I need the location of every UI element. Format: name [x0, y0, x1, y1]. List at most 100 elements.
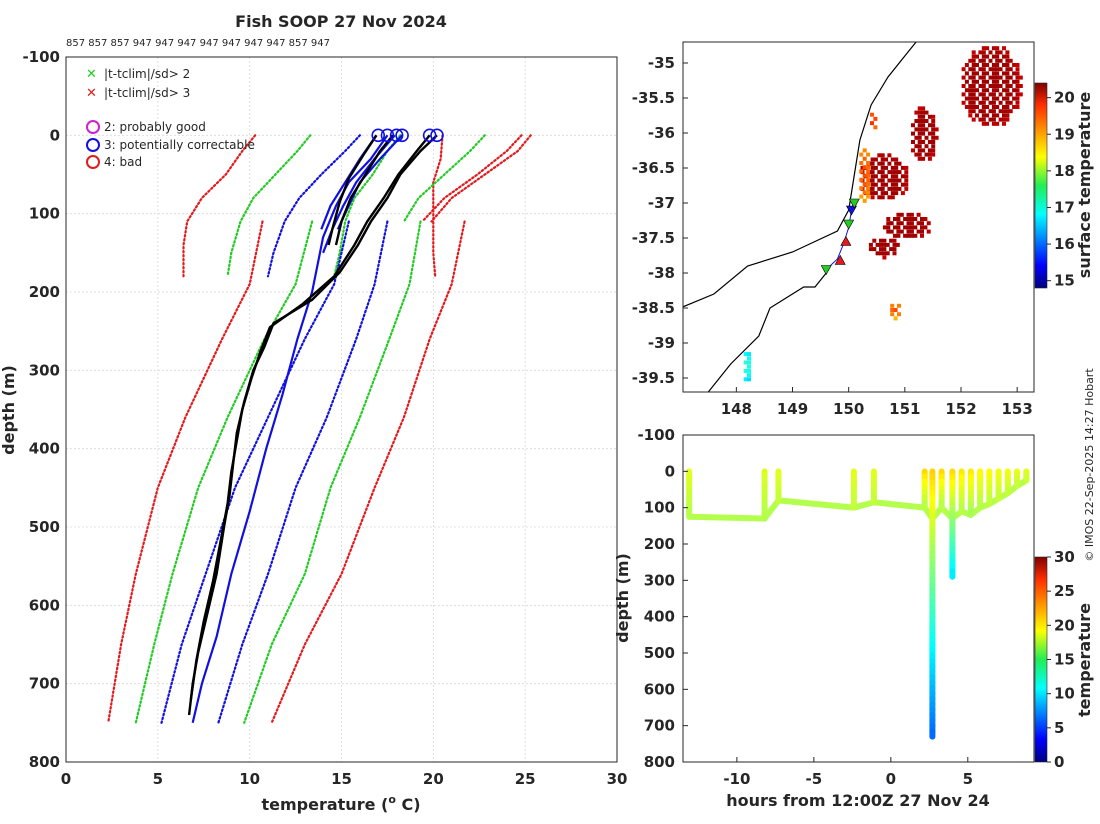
sst-cell	[971, 92, 976, 97]
sst-cell	[981, 63, 986, 67]
sst-cell	[890, 174, 895, 179]
sst-cell	[1015, 71, 1020, 76]
section-x-tick-label: -10	[723, 770, 750, 788]
sst-cell	[894, 178, 899, 183]
climatology-line-clim-deep-2sd-high	[243, 220, 422, 724]
sst-cell	[896, 212, 901, 217]
sst-cell	[1002, 88, 1006, 93]
section-bottom-trace	[870, 499, 928, 511]
profile-lines	[107, 128, 532, 724]
sst-cell	[981, 88, 986, 93]
map-ticks: 148 149 150 151 152 153 -35 -35.5 -36 -36.5 -37 -37…	[632, 54, 1033, 418]
sst-cell	[995, 121, 1000, 126]
sst-cell	[971, 88, 976, 93]
sst-cell	[998, 100, 1003, 105]
sst-cell	[1015, 79, 1020, 84]
sst-colorbar-ticks: 15 16 17 18 19 20	[1047, 89, 1075, 290]
black-profile-line	[327, 134, 378, 246]
sst-cell	[1008, 100, 1013, 105]
sst-cell	[890, 165, 895, 170]
sst-colorbar-tick-label: 16	[1054, 235, 1075, 253]
sst-cell	[884, 157, 889, 162]
sst-cell	[904, 165, 909, 170]
sst-cell	[1008, 58, 1013, 63]
sst-cell	[877, 195, 882, 200]
sst-cell	[900, 191, 905, 196]
sst-cell	[981, 50, 986, 55]
sst-cell	[1002, 121, 1006, 126]
profile-ticks: 0 5 10 15 20 25 30 -100 0 100 200 300 400 500 600 700 80…	[22, 48, 627, 788]
sst-cell	[866, 182, 871, 186]
profile-y-tick-label: 700	[29, 675, 60, 693]
sst-cell	[866, 190, 871, 195]
sst-cell	[988, 109, 993, 114]
sst-cell	[1008, 75, 1013, 80]
sst-cell	[862, 156, 867, 161]
sst-cell	[895, 242, 900, 247]
sst-cell	[995, 58, 1000, 63]
sst-cell	[931, 123, 936, 128]
sst-cells	[743, 46, 1023, 382]
sst-cell	[961, 84, 966, 88]
map-lines	[683, 42, 917, 392]
sst-cell	[1008, 67, 1013, 72]
sst-cell	[981, 71, 986, 76]
sst-colorbar-tick-label: 20	[1054, 89, 1075, 107]
sst-cell	[921, 114, 926, 119]
sst-cell	[884, 165, 889, 170]
sst-cell	[890, 170, 895, 175]
sst-cell	[1005, 71, 1010, 76]
sst-cell	[1015, 100, 1020, 105]
sst-cell	[899, 221, 904, 226]
sst-cell	[931, 144, 936, 149]
sst-cell	[892, 247, 897, 252]
sst-cell	[873, 116, 878, 121]
sst-cell	[916, 221, 921, 226]
sst-cell	[747, 360, 751, 365]
sst-cell	[998, 58, 1003, 63]
sst-cell	[873, 191, 878, 196]
sst-cell	[1002, 113, 1006, 118]
sst-cell	[1002, 117, 1006, 122]
sst-cell	[892, 251, 897, 256]
sst-cell	[968, 84, 973, 88]
sst-cell	[909, 233, 914, 238]
sst-cell	[985, 113, 990, 118]
sst-cell	[961, 75, 966, 80]
sst-cell	[1005, 75, 1010, 80]
sst-cell	[934, 135, 939, 140]
sst-cell	[926, 221, 931, 226]
sst-cell	[892, 242, 897, 247]
climatology-line-clim-surface-red-a	[430, 134, 532, 223]
sst-cell	[890, 178, 895, 183]
sst-cell	[1002, 63, 1006, 67]
sst-cell	[968, 113, 973, 118]
sst-cell	[968, 75, 973, 80]
sst-cell	[981, 92, 986, 97]
sst-cell	[911, 131, 915, 136]
sst-cell	[920, 229, 924, 234]
sst-cell	[906, 229, 911, 234]
sst-cell	[897, 170, 902, 175]
sst-cell	[998, 50, 1003, 55]
sst-cell	[971, 84, 976, 88]
sst-cell	[862, 198, 867, 203]
temp-colorbar-tick-label: 30	[1054, 548, 1075, 566]
sst-cell	[862, 173, 867, 178]
temp-colorbar-tick-label: 15	[1054, 651, 1075, 669]
sst-cell	[991, 113, 996, 118]
sst-cell	[981, 96, 986, 101]
sst-cell	[968, 109, 973, 114]
sst-cell	[917, 106, 922, 111]
sst-cell	[988, 50, 993, 55]
sst-cell	[981, 84, 986, 88]
sst-cell	[985, 63, 990, 67]
sst-cell	[894, 174, 899, 179]
sst-cell	[904, 178, 909, 183]
sst-cell	[1002, 96, 1006, 101]
sst-cell	[975, 63, 979, 67]
sst-cell	[909, 221, 914, 226]
section-y-tick-label: 500	[644, 644, 675, 662]
sst-cell	[884, 191, 889, 196]
